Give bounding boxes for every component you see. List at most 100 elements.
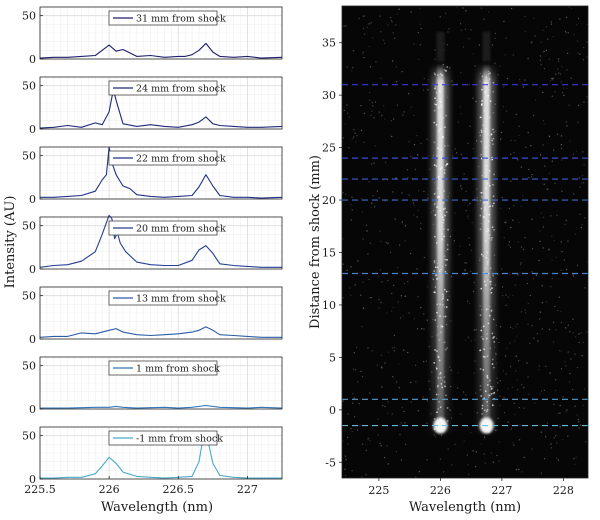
noise-dot: [350, 428, 352, 430]
streak-grain: [444, 348, 447, 351]
noise-dot: [583, 388, 586, 390]
noise-dot: [390, 20, 392, 22]
noise-dot: [499, 404, 501, 406]
streak-grain: [446, 248, 449, 251]
noise-dot: [550, 23, 552, 25]
noise-dot: [538, 369, 540, 371]
noise-dot: [517, 274, 519, 276]
panel-frame: [39, 356, 283, 410]
noise-dot: [561, 251, 563, 253]
noise-dot: [484, 462, 486, 464]
noise-dot: [528, 168, 530, 171]
noise-dot: [550, 80, 552, 82]
streak-grain: [482, 191, 484, 194]
streak-grain: [442, 219, 445, 221]
noise-dot: [570, 77, 572, 79]
noise-dot: [460, 72, 462, 74]
streak-grain: [446, 407, 449, 409]
noise-dot: [342, 440, 344, 442]
spectrum-panel: 0 50 20 mm from shock: [22, 214, 283, 276]
streak-grain: [493, 341, 495, 343]
streak-grain: [481, 404, 484, 407]
noise-dot: [570, 358, 572, 360]
legend-label: 13 mm from shock: [136, 294, 226, 305]
streak-grain: [492, 195, 495, 197]
left-x-axis-title: Wavelength (nm): [101, 500, 213, 515]
noise-dot: [344, 474, 347, 477]
noise-dot: [463, 273, 465, 275]
y-tick-label: 25: [322, 142, 336, 155]
streak-grain: [485, 127, 487, 130]
noise-dot: [561, 190, 563, 192]
noise-dot: [521, 384, 523, 386]
noise-dot: [368, 46, 370, 48]
streak-grain: [441, 293, 444, 296]
noise-dot: [578, 341, 580, 343]
streak-grain: [491, 226, 494, 228]
legend-label: -1 mm from shock: [136, 434, 223, 445]
streak-grain: [480, 192, 482, 194]
streak-grain: [488, 73, 490, 75]
noise-dot: [567, 324, 569, 326]
noise-dot: [369, 392, 371, 394]
noise-dot: [500, 138, 502, 140]
streak-grain: [481, 88, 483, 91]
noise-dot: [539, 424, 541, 426]
streak-grain: [483, 397, 485, 400]
noise-dot: [404, 225, 407, 227]
streak-grain: [481, 413, 483, 415]
noise-dot: [513, 152, 515, 154]
noise-dot: [450, 386, 452, 388]
noise-dot: [457, 372, 459, 374]
noise-dot: [497, 273, 499, 275]
noise-dot: [377, 276, 379, 278]
noise-dot: [498, 341, 500, 343]
noise-dot: [555, 379, 557, 381]
noise-dot: [399, 244, 401, 246]
noise-dot: [583, 46, 585, 49]
spectrum-panel: 0 50 31 mm from shock: [22, 6, 283, 66]
noise-dot: [395, 81, 398, 83]
noise-dot: [502, 370, 505, 372]
noise-dot: [429, 388, 431, 390]
noise-dot: [572, 275, 574, 277]
noise-dot: [393, 284, 395, 286]
noise-dot: [497, 417, 499, 419]
noise-dot: [427, 198, 429, 200]
streak-grain: [445, 114, 447, 117]
noise-dot: [368, 99, 371, 101]
noise-dot: [386, 445, 388, 447]
noise-dot: [565, 219, 567, 221]
noise-dot: [427, 155, 429, 157]
noise-dot: [397, 301, 399, 303]
noise-dot: [550, 428, 552, 430]
noise-dot: [391, 310, 393, 312]
noise-dot: [542, 120, 545, 122]
streak-grain: [441, 237, 443, 240]
noise-dot: [559, 426, 561, 428]
noise-dot: [401, 221, 403, 223]
noise-dot: [342, 192, 344, 194]
noise-dot: [505, 304, 507, 306]
streak-grain: [445, 290, 448, 293]
noise-dot: [562, 92, 564, 94]
noise-dot: [539, 311, 541, 313]
noise-dot: [541, 285, 543, 287]
noise-dot: [543, 50, 545, 53]
streak-grain: [433, 260, 436, 262]
noise-dot: [586, 96, 588, 98]
noise-dot: [488, 11, 490, 13]
noise-dot: [567, 435, 569, 437]
streak-grain: [439, 209, 442, 212]
noise-dot: [466, 262, 468, 264]
noise-dot: [512, 442, 514, 444]
streak-grain: [491, 139, 493, 142]
noise-dot: [342, 238, 344, 240]
noise-dot: [565, 31, 567, 34]
noise-dot: [522, 195, 524, 197]
noise-dot: [527, 376, 529, 378]
noise-dot: [449, 235, 451, 238]
streak-grain: [442, 297, 444, 300]
noise-dot: [496, 454, 498, 457]
noise-dot: [422, 396, 424, 398]
